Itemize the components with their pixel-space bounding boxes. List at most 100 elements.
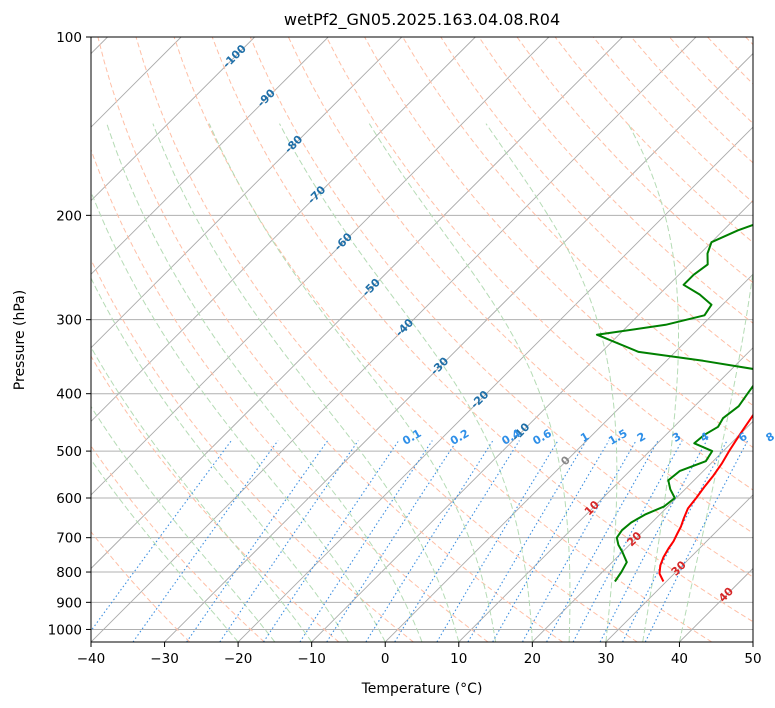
x-tick-label: −40 <box>77 651 106 667</box>
isotherm-line <box>91 37 550 496</box>
y-tick-label: 1000 <box>48 622 82 638</box>
dry-adiabat-line <box>97 37 563 642</box>
dry-adiabat-line <box>402 37 753 407</box>
isotherm-label-warm: 10 <box>582 498 602 518</box>
plot-frame <box>90 36 754 643</box>
isotherm-label: -100 <box>220 42 249 71</box>
tick-layer: −40 −30 −20 −10 0 10 20 30 40 50 100 200 300 400 500 6 0… <box>48 30 762 667</box>
isotherm-label: -20 <box>468 388 491 411</box>
moist-adiabat-line <box>485 123 618 642</box>
y-tick-label: 400 <box>56 387 82 403</box>
moist-adiabat-line <box>106 123 423 642</box>
moist-adiabat-line <box>91 405 276 642</box>
mixing-ratio-line <box>436 440 559 642</box>
mixing-ratio-line <box>394 440 520 642</box>
dry-adiabat-line <box>173 37 713 642</box>
y-tick-label: 500 <box>56 444 82 460</box>
moist-adiabat-line <box>208 123 497 642</box>
isotherm-label-warm: 30 <box>669 558 689 578</box>
moist-adiabat-line <box>368 123 571 642</box>
isotherm-line <box>91 37 476 422</box>
mixing-ratio-line <box>219 440 359 642</box>
mixing-ratio-line <box>599 440 708 642</box>
x-tick-label: −10 <box>297 651 326 667</box>
mixing-ratio-line <box>299 440 433 642</box>
y-axis-label: Pressure (hPa) <box>12 290 28 390</box>
x-tick-label: 40 <box>671 651 688 667</box>
chart-title: wetPf2_GN05.2025.163.04.08.R04 <box>284 10 560 30</box>
series-layer <box>595 223 753 583</box>
isotherm-label-warm: 40 <box>716 584 736 604</box>
dry-adiabat-line <box>364 37 753 449</box>
mixing-ratio-label: 8 <box>764 430 775 445</box>
isotherm-label: -80 <box>282 132 305 155</box>
isotherm-line <box>91 37 697 642</box>
x-tick-label: 30 <box>597 651 614 667</box>
isotherm-line <box>605 494 753 642</box>
dry-adiabat-line <box>516 37 753 284</box>
x-tick-label: 20 <box>524 651 541 667</box>
dry-adiabat-line <box>91 148 489 642</box>
y-tick-label: 700 <box>56 531 82 547</box>
mixing-ratio-line <box>492 440 610 642</box>
mixing-ratio-label: 0.6 <box>530 427 554 448</box>
dry-adiabat-line <box>91 258 414 642</box>
isotherm-line <box>91 37 255 202</box>
mixing-ratio-label: 2 <box>635 430 648 445</box>
moist-adiabat-line <box>91 458 239 642</box>
mixing-ratio-line <box>326 440 458 642</box>
dry-adiabat-line <box>91 531 191 642</box>
dry-adiabat-line <box>707 37 753 85</box>
isotherm-line <box>458 347 753 642</box>
dry-adiabat-line <box>745 37 753 46</box>
mixing-ratio-line <box>467 440 587 642</box>
dry-adiabat-line <box>478 37 753 324</box>
grid-layer <box>91 37 753 642</box>
moist-adiabat-line <box>91 346 313 642</box>
y-tick-label: 300 <box>56 313 82 329</box>
x-tick-label: 50 <box>744 651 761 667</box>
mixing-ratio-line <box>263 440 400 642</box>
dewpoint-profile-line <box>595 223 753 583</box>
temperature-profile-line <box>658 413 753 582</box>
isotherm-line <box>237 126 753 642</box>
x-tick-label: −20 <box>224 651 253 667</box>
isotherm-line <box>532 420 753 642</box>
y-tick-label: 900 <box>56 595 82 611</box>
isotherm-line <box>384 273 753 642</box>
isotherm-label: -60 <box>332 230 355 253</box>
mixing-ratio-line <box>132 440 279 642</box>
x-axis-label: Temperature (°C) <box>361 681 483 697</box>
isotherm-label: -70 <box>305 183 328 206</box>
isotherm-line <box>91 37 329 275</box>
mixing-ratio-label: 6 <box>736 430 749 445</box>
moist-adiabat-line <box>279 123 533 642</box>
moist-adiabat-line <box>152 123 460 642</box>
isotherm-label: -50 <box>360 276 383 299</box>
mixing-ratio-line <box>91 440 232 632</box>
x-tick-label: −30 <box>150 651 179 667</box>
moist-adiabat-line <box>91 190 386 642</box>
moist-adiabat-line <box>627 123 679 642</box>
dry-adiabat-line <box>135 37 638 642</box>
dry-adiabat-line <box>91 445 265 642</box>
dry-adiabat-line <box>669 37 753 125</box>
x-tick-label: 0 <box>381 651 390 667</box>
x-tick-label: 10 <box>450 651 467 667</box>
mixing-ratio-line <box>522 440 637 642</box>
isotherm-line <box>311 200 753 642</box>
mixing-ratio-line <box>572 440 683 642</box>
mixing-ratio-label: 0.1 <box>400 427 423 448</box>
isotherm-label: -30 <box>428 354 451 377</box>
y-tick-label: 100 <box>56 30 82 46</box>
mixing-ratio-label: 0.2 <box>448 427 471 448</box>
dry-adiabat-line <box>592 37 753 204</box>
mixing-ratio-line <box>365 440 494 642</box>
mixing-ratio-line <box>186 440 329 642</box>
mixing-ratio-label: 1.5 <box>606 427 629 448</box>
isotherm-line <box>91 37 403 349</box>
moist-adiabat-line <box>91 276 349 642</box>
y-tick-label: 200 <box>56 208 82 224</box>
dry-adiabat-line <box>249 37 753 578</box>
